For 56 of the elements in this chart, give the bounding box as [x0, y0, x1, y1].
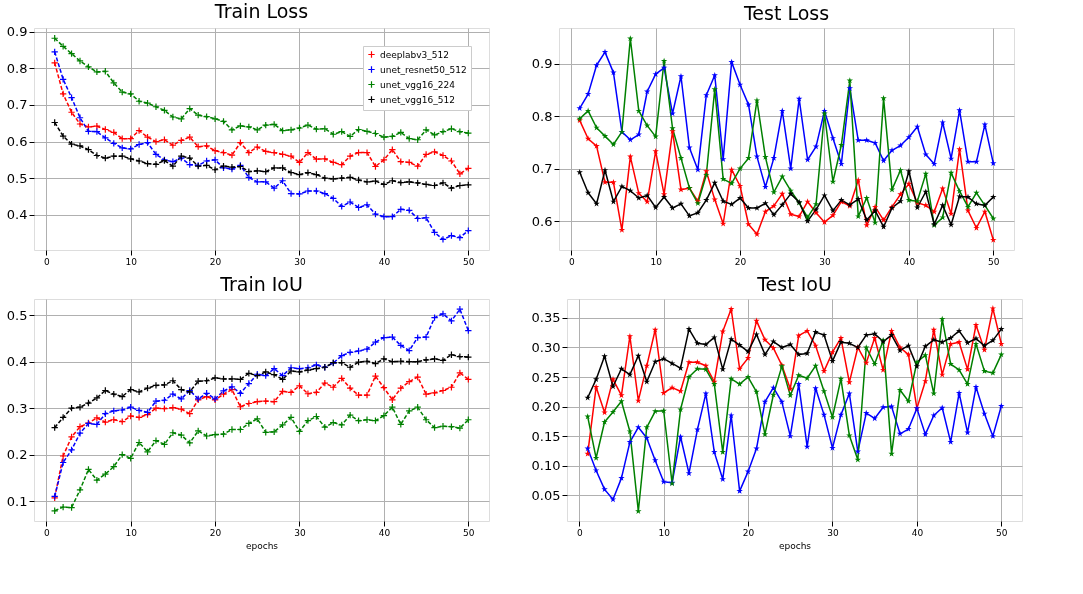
- x-tick-label: 0: [43, 527, 50, 538]
- x-axis-title: epochs: [245, 540, 279, 551]
- y-tick-label: 0.5: [6, 307, 28, 323]
- y-tick-label: 0.10: [531, 458, 561, 474]
- y-tick-label: 0.8: [6, 60, 28, 76]
- legend-label: deeplabv3_512: [380, 49, 449, 60]
- chart-title: Test IoU: [756, 273, 832, 295]
- x-tick-label: 40: [378, 256, 391, 267]
- x-tick-label: 20: [209, 256, 222, 267]
- y-tick-label: 0.15: [531, 428, 561, 444]
- y-tick-label: 0.6: [531, 213, 553, 229]
- x-tick-label: 30: [827, 527, 839, 538]
- y-tick-label: 0.4: [6, 354, 28, 370]
- x-tick-label: 0: [43, 256, 50, 267]
- x-tick-label: 20: [734, 256, 747, 267]
- y-tick-label: 0.2: [6, 447, 28, 463]
- x-tick-label: 50: [996, 527, 1008, 538]
- x-tick-label: 30: [294, 527, 306, 538]
- y-tick-label: 0.30: [531, 339, 561, 355]
- y-tick-label: 0.35: [531, 310, 561, 326]
- x-tick-label: 10: [125, 527, 138, 538]
- legend-label: unet_resnet50_512: [380, 64, 467, 75]
- y-tick-label: 0.7: [531, 161, 553, 177]
- chart-title: Test Loss: [742, 2, 830, 24]
- chart-title: Train Loss: [213, 0, 309, 22]
- x-tick-label: 50: [463, 527, 475, 538]
- x-tick-label: 30: [819, 256, 831, 267]
- y-tick-label: 0.9: [531, 56, 553, 72]
- y-tick-label: 0.20: [531, 399, 561, 415]
- x-tick-label: 50: [988, 256, 1000, 267]
- x-tick-label: 0: [576, 527, 583, 538]
- x-tick-label: 10: [125, 256, 138, 267]
- y-tick-label: 0.5: [6, 170, 28, 186]
- y-tick-label: 0.7: [6, 97, 28, 113]
- x-tick-label: 40: [911, 527, 924, 538]
- x-tick-label: 10: [650, 256, 663, 267]
- x-tick-label: 20: [209, 527, 222, 538]
- x-tick-label: 40: [378, 527, 391, 538]
- y-tick-label: 0.05: [531, 487, 561, 503]
- chart-title: Train IoU: [219, 273, 303, 295]
- x-tick-label: 10: [658, 527, 671, 538]
- y-tick-label: 0.9: [6, 24, 28, 40]
- x-axis-title: epochs: [778, 540, 812, 551]
- x-tick-label: 0: [568, 256, 575, 267]
- y-tick-label: 0.6: [6, 134, 28, 150]
- x-tick-label: 40: [903, 256, 916, 267]
- y-tick-label: 0.25: [531, 369, 561, 385]
- y-tick-label: 0.1: [6, 493, 28, 509]
- x-tick-label: 50: [463, 256, 475, 267]
- x-tick-label: 30: [294, 256, 306, 267]
- x-tick-label: 20: [742, 527, 755, 538]
- y-tick-label: 0.8: [531, 108, 553, 124]
- y-tick-label: 0.3: [6, 400, 28, 416]
- y-tick-label: 0.4: [6, 207, 28, 223]
- legend-label: unet_vgg16_224: [380, 79, 456, 90]
- legend-label: unet_vgg16_512: [380, 94, 455, 105]
